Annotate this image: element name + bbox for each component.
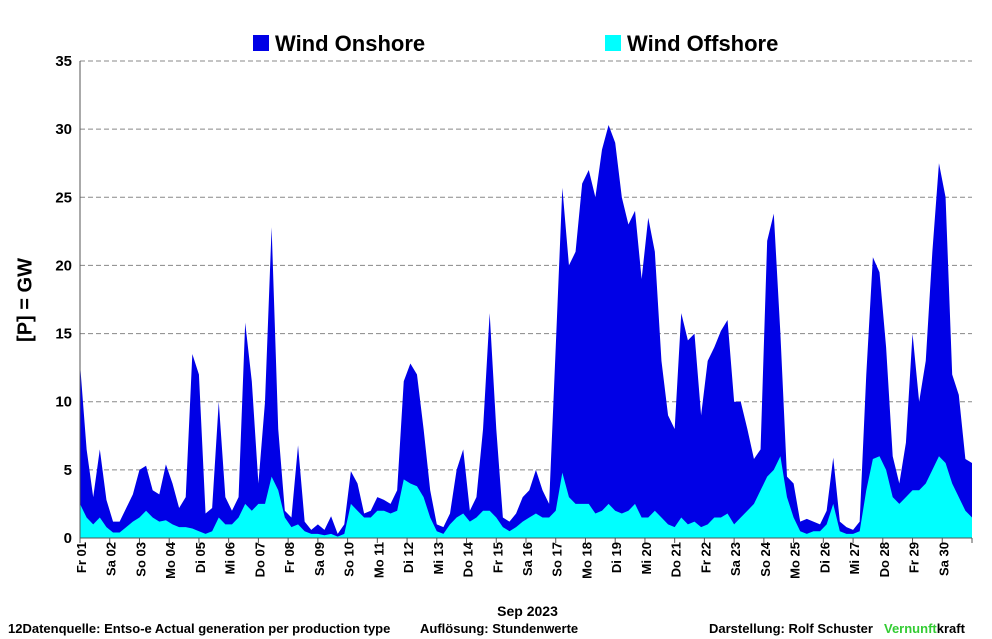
x-tick-label: Mo 11	[371, 542, 386, 578]
legend-label-offshore: Wind Offshore	[627, 31, 778, 56]
x-tick-label: Do 14	[461, 541, 476, 577]
y-axis-label: [P] = GW	[14, 258, 36, 342]
x-tick-label: Fr 15	[490, 542, 505, 573]
legend: Wind Onshore Wind Offshore	[253, 31, 778, 56]
legend-label-onshore: Wind Onshore	[275, 31, 425, 56]
x-tick-label: Mo 25	[788, 542, 803, 579]
x-ticks: Fr 01 Sa 02 So 03 Mo 04 Di 05 Mi 06 Do 07 Fr 08…	[74, 538, 973, 579]
brand-green-text: Vernunft	[884, 621, 937, 636]
x-tick-label: So 03	[134, 542, 149, 577]
x-tick-label: Mi 27	[847, 542, 862, 575]
area-wind-onshore	[80, 125, 972, 539]
x-tick-label: Di 26	[817, 542, 832, 573]
x-tick-label: Sa 16	[520, 542, 535, 576]
x-tick-label: Fr 08	[282, 542, 297, 573]
x-tick-label: Do 07	[252, 542, 267, 577]
legend-swatch-offshore	[605, 35, 621, 51]
x-tick-label: Fr 22	[698, 542, 713, 573]
footer-resolution: Auflösung: Stundenwerte	[420, 621, 579, 636]
x-tick-label: Mo 04	[163, 541, 178, 579]
x-tick-label: Di 05	[193, 542, 208, 573]
y-tick-label: 15	[55, 326, 72, 343]
area-wind-offshore	[80, 456, 972, 538]
y-tick-label: 10	[55, 394, 72, 411]
y-tick-label: 0	[64, 530, 72, 547]
x-tick-label: Mi 20	[639, 542, 654, 575]
x-tick-label: Sa 02	[104, 542, 119, 576]
brand-black-text: kraft	[936, 621, 965, 636]
area-series	[80, 125, 972, 539]
legend-swatch-onshore	[253, 35, 269, 51]
x-tick-label: Di 12	[401, 542, 416, 573]
footer-brand: Vernunftkraft	[884, 621, 965, 636]
y-tick-label: 35	[55, 53, 72, 70]
x-tick-label: Mi 06	[223, 542, 238, 575]
footer-author: Darstellung: Rolf Schuster	[709, 621, 873, 636]
axes	[79, 61, 972, 539]
x-tick-label: Mi 13	[431, 542, 446, 575]
y-tick-label: 20	[55, 257, 72, 274]
x-tick-label: Mo 18	[580, 542, 595, 579]
x-axis-title: Sep 2023	[497, 603, 558, 619]
x-tick-label: So 10	[342, 542, 357, 577]
x-tick-label: Sa 23	[728, 542, 743, 576]
x-tick-label: Di 19	[609, 542, 624, 573]
footer-source: 12Datenquelle: Entso-e Actual generation…	[8, 621, 391, 636]
x-tick-label: So 17	[550, 542, 565, 577]
y-tick-label: 25	[55, 189, 72, 206]
y-ticks: 0 5 10 15 20 25 30 35	[55, 53, 72, 547]
x-tick-label: Do 28	[877, 542, 892, 577]
grid-lines	[80, 60, 972, 471]
x-tick-label: Do 21	[669, 542, 684, 577]
x-tick-label: Fr 29	[907, 542, 922, 573]
y-tick-label: 5	[64, 462, 72, 479]
x-tick-label: Fr 01	[74, 542, 89, 573]
x-tick-label: Sa 09	[312, 542, 327, 576]
x-tick-label: Sa 30	[936, 542, 951, 576]
y-tick-label: 30	[55, 121, 72, 138]
x-tick-label: So 24	[758, 541, 773, 576]
